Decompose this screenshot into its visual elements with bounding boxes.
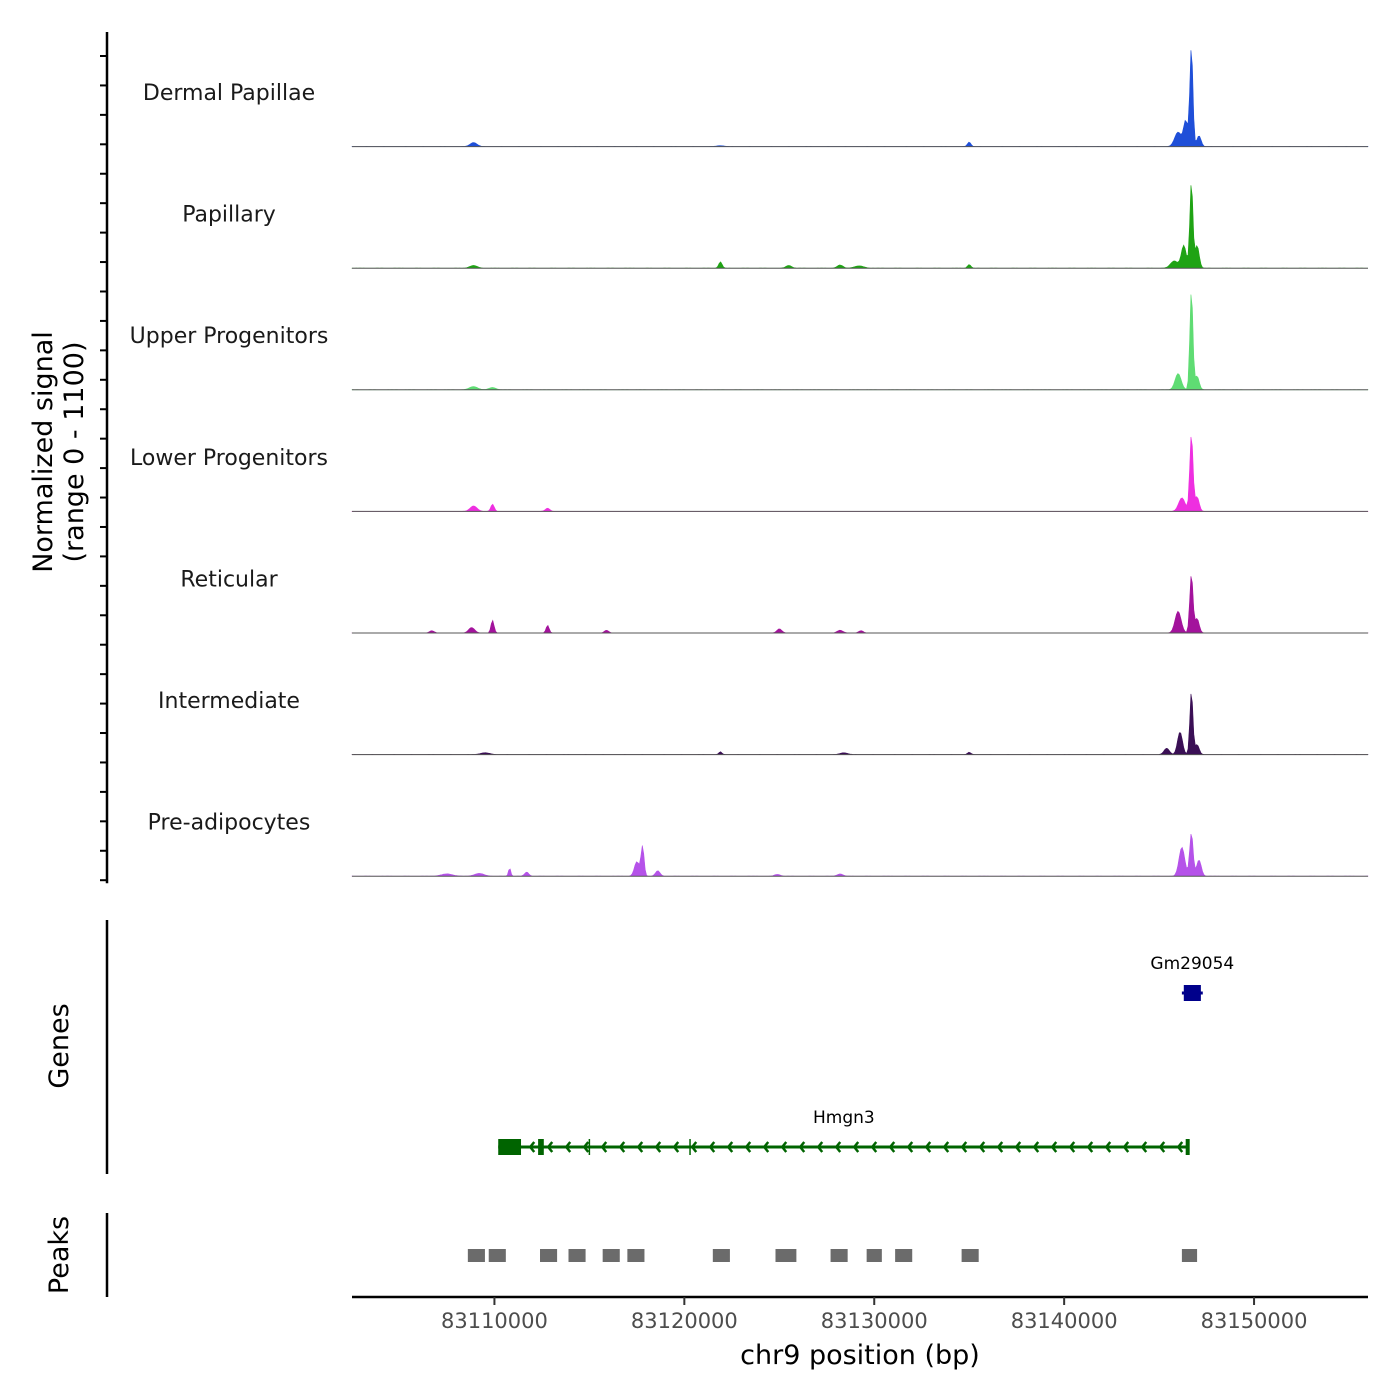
strand-arrow: [1122, 1141, 1130, 1153]
strand-arrow: [978, 1141, 986, 1153]
track-label: Upper Progenitors: [130, 324, 329, 349]
exon: [1183, 985, 1201, 1001]
peak-region: [627, 1249, 645, 1262]
strand-arrow: [636, 1141, 644, 1153]
strand-arrow: [1140, 1141, 1148, 1153]
peak-region: [866, 1249, 882, 1262]
x-tick-label: 83130000: [821, 1309, 928, 1333]
coverage-track-reticular: Reticular: [180, 567, 1369, 634]
strand-arrow: [1014, 1141, 1022, 1153]
strand-arrow: [546, 1141, 554, 1153]
strand-arrow: [924, 1141, 932, 1153]
coverage-y-axis: [100, 32, 109, 884]
peak-region: [540, 1249, 558, 1262]
strand-arrow: [834, 1141, 842, 1153]
coverage-y-title-line1: Normalized signal: [28, 331, 59, 573]
strand-arrow: [1176, 1141, 1184, 1153]
strand-arrow: [1086, 1141, 1094, 1153]
coverage-tracks: Dermal Papillae Papillary Upper Progenitor…: [130, 50, 1369, 877]
exon: [1185, 1139, 1190, 1155]
strand-arrow: [1050, 1141, 1058, 1153]
peak-region: [895, 1249, 913, 1262]
coverage-track-dermal-papillae: Dermal Papillae: [143, 50, 1369, 148]
strand-arrow: [672, 1141, 680, 1153]
coverage-track-pre-adipocytes: Pre-adipocytes: [148, 811, 1369, 877]
coverage-track-intermediate: Intermediate: [158, 689, 1369, 756]
track-label: Reticular: [180, 567, 278, 592]
strand-arrow: [996, 1141, 1004, 1153]
strand-arrow: [654, 1141, 662, 1153]
strand-arrow: [852, 1141, 860, 1153]
genes-track: Gm29054 Hmgn3: [498, 954, 1234, 1155]
track-label: Lower Progenitors: [130, 446, 328, 471]
strand-arrow: [600, 1141, 608, 1153]
strand-arrow: [960, 1141, 968, 1153]
strand-arrow: [870, 1141, 878, 1153]
strand-arrow: [618, 1141, 626, 1153]
exon: [498, 1139, 522, 1155]
strand-arrow: [1158, 1141, 1166, 1153]
peaks-track: [467, 1249, 1198, 1262]
strand-arrow: [798, 1141, 806, 1153]
gene-gm29054: Gm29054: [1150, 954, 1234, 1001]
genes-y-title: Genes: [44, 1003, 75, 1088]
strand-arrow: [564, 1141, 572, 1153]
peak-region: [488, 1249, 506, 1262]
peak-region: [602, 1249, 620, 1262]
peak-region: [830, 1249, 848, 1262]
strand-arrow: [1104, 1141, 1112, 1153]
strand-arrow: [762, 1141, 770, 1153]
peak-region: [775, 1249, 797, 1262]
x-axis-title: chr9 position (bp): [740, 1340, 980, 1371]
strand-arrow: [906, 1141, 914, 1153]
strand-arrow: [780, 1141, 788, 1153]
strand-arrow: [690, 1141, 698, 1153]
x-tick-label: 83140000: [1011, 1309, 1118, 1333]
exon: [538, 1139, 544, 1155]
track-label: Dermal Papillae: [143, 81, 315, 106]
coverage-track-upper-progenitors: Upper Progenitors: [130, 294, 1369, 391]
peak-region: [961, 1249, 979, 1262]
coverage-track-lower-progenitors: Lower Progenitors: [130, 436, 1369, 512]
gene-label: Hmgn3: [813, 1108, 875, 1128]
peak-region: [1181, 1249, 1198, 1262]
strand-arrow: [1032, 1141, 1040, 1153]
x-tick-label: 83150000: [1201, 1309, 1308, 1333]
track-label: Papillary: [182, 203, 276, 228]
strand-arrow: [888, 1141, 896, 1153]
peak-region: [568, 1249, 586, 1262]
x-tick-label: 83120000: [631, 1309, 738, 1333]
strand-arrow: [582, 1141, 590, 1153]
strand-arrow: [744, 1141, 752, 1153]
x-axis-ticks: 83110000 83120000 83130000 83140000 83150000: [441, 1297, 1308, 1333]
gene-label: Gm29054: [1150, 954, 1234, 974]
peak-region: [712, 1249, 730, 1262]
x-tick-label: 83110000: [441, 1309, 548, 1333]
coverage-y-title-line2: (range 0 - 1100): [59, 342, 90, 563]
gene-hmgn3: Hmgn3: [498, 1108, 1190, 1155]
track-label: Intermediate: [158, 689, 300, 714]
strand-arrow: [816, 1141, 824, 1153]
track-label: Pre-adipocytes: [148, 811, 311, 836]
coverage-track-papillary: Papillary: [182, 185, 1369, 269]
strand-arrow: [528, 1141, 536, 1153]
strand-arrow: [942, 1141, 950, 1153]
strand-arrow: [726, 1141, 734, 1153]
strand-arrow: [1068, 1141, 1076, 1153]
strand-arrow: [708, 1141, 716, 1153]
peaks-y-title: Peaks: [44, 1216, 75, 1294]
peak-region: [467, 1249, 485, 1262]
